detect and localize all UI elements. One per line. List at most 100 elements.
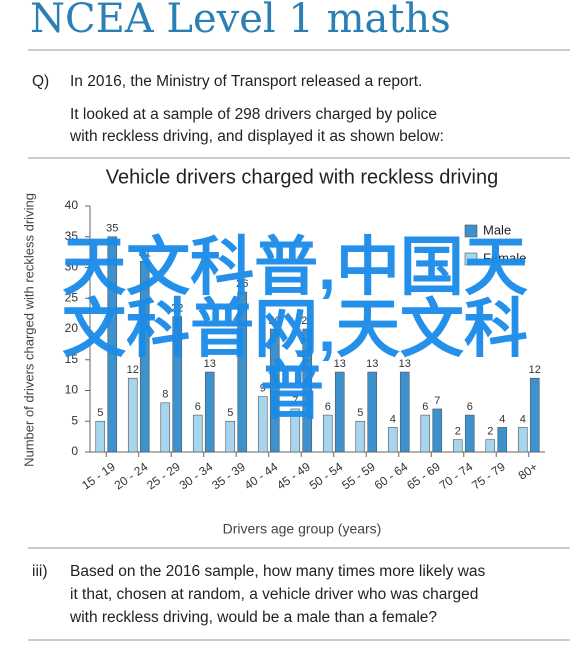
bar [204,371,215,453]
y-tick-label: 10 [65,383,79,397]
value-label: 6 [422,401,428,413]
x-tick-label: 60 - 64 [372,459,411,492]
legend-swatch [464,252,478,266]
y-tick-label: 35 [65,229,79,243]
bar [497,427,508,453]
x-tick-label: 30 - 34 [177,459,216,492]
bar [95,420,106,453]
y-tick-label: 40 [65,198,79,212]
value-label: 7 [292,395,298,407]
bar [172,316,183,453]
bar [192,414,203,453]
bar [302,328,313,453]
bar [257,396,268,453]
bar [355,420,366,453]
x-tick-label: 25 - 29 [144,459,183,492]
value-label: 8 [162,389,168,401]
chart-title: Vehicle drivers charged with reckless dr… [106,166,498,188]
bar [367,371,378,453]
question-line: It looked at a sample of 298 drivers cha… [70,106,437,123]
value-label: 6 [195,401,201,413]
bar [517,427,528,453]
legend-label: Female [483,250,526,265]
question-line: with reckless driving, and displayed it … [69,128,444,145]
bar [464,414,475,453]
part-label: iii) [32,563,48,580]
y-tick-label: 0 [71,444,78,458]
x-tick-label: 65 - 69 [404,459,443,492]
bar [529,377,540,453]
value-label: 9 [260,383,266,395]
legend-swatch [464,224,478,238]
value-label: 35 [106,223,118,235]
value-label: 13 [399,358,411,370]
y-tick-label: 5 [71,413,78,427]
value-label: 5 [357,407,363,419]
value-label: 5 [97,407,103,419]
value-label: 2 [455,426,461,438]
x-tick-label: 50 - 54 [307,459,346,492]
y-tick-label: 15 [65,352,79,366]
value-label: 5 [227,407,233,419]
value-label: 7 [434,395,440,407]
y-tick-label: 30 [65,260,79,274]
header-title: NCEA Level 1 maths [30,0,451,42]
value-label: 4 [520,413,526,425]
value-label: 31 [139,247,151,259]
x-tick-label: 35 - 39 [209,459,248,492]
y-tick-label: 20 [65,321,79,335]
watermark-text: 文科普网,天文科 [62,293,528,365]
part-line: it that, chosen at random, a vehicle dri… [70,586,478,603]
value-label: 6 [467,401,473,413]
y-axis-label: Number of drivers charged with reckless … [21,193,36,467]
bar [160,402,171,453]
bar [334,371,345,453]
bar [387,427,398,453]
value-label: 13 [204,358,216,370]
x-tick-label: 55 - 59 [339,459,378,492]
bar [269,328,280,453]
part-line: Based on the 2016 sample, how many times… [70,563,486,580]
bar [290,408,301,453]
bar [237,291,248,453]
value-label: 4 [390,413,396,425]
bar [139,261,150,453]
bar [399,371,410,453]
bar [432,408,443,453]
value-label: 6 [325,401,331,413]
value-label: 13 [334,358,346,370]
x-tick-label: 20 - 24 [112,459,151,492]
question-label: Q) [32,73,49,90]
bar [107,236,118,453]
bar [225,420,236,453]
x-tick-label: 80+ [516,460,541,483]
value-label: 12 [127,364,139,376]
bar [420,414,431,453]
watermark-text: 天文科普,中国天 [62,231,528,303]
value-label: 12 [529,364,541,376]
part-line: with reckless driving, would be a male t… [69,609,437,626]
x-tick-label: 75 - 79 [469,459,508,492]
legend-label: Male [483,222,511,237]
x-axis-label: Drivers age group (years) [223,521,382,537]
value-label: 22 [171,303,183,315]
value-label: 13 [366,358,378,370]
y-tick-label: 25 [65,290,79,304]
x-tick-label: 45 - 49 [274,459,313,492]
bar [452,439,463,453]
bar [127,377,138,453]
value-label: 20 [269,315,281,327]
watermark-text: 普 [260,355,324,427]
value-label: 2 [487,426,493,438]
question-line: In 2016, the Ministry of Transport relea… [70,73,422,90]
value-label: 4 [499,413,505,425]
x-tick-label: 70 - 74 [437,459,476,492]
x-tick-label: 15 - 19 [79,459,118,492]
value-label: 26 [236,278,248,290]
value-label: 20 [301,315,313,327]
bar [485,439,496,453]
bar [322,414,333,453]
x-tick-label: 40 - 44 [242,459,281,492]
